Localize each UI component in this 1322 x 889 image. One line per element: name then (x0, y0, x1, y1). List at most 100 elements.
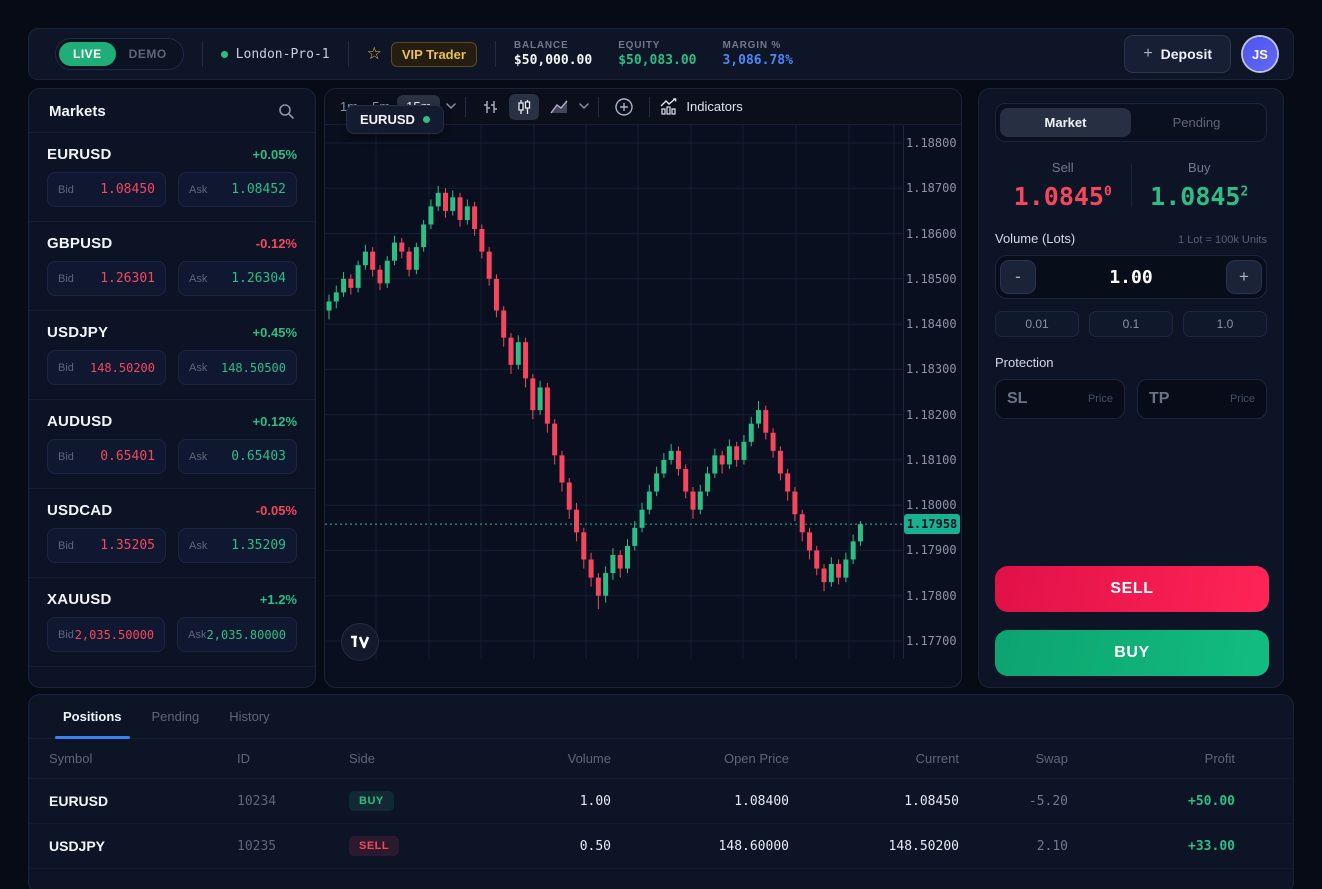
ask-label: Ask (189, 272, 208, 285)
quote-row: Bid 1.26301 Ask 1.26304 (47, 261, 297, 296)
demo-toggle[interactable]: DEMO (128, 47, 167, 61)
volume-label: Volume (Lots) (995, 231, 1076, 246)
tab-pending[interactable]: Pending (1172, 115, 1221, 130)
price-tick: 1.17800 (906, 588, 957, 603)
tab-market[interactable]: Market (1000, 108, 1131, 137)
take-profit-input[interactable]: TP Price (1137, 379, 1267, 419)
ask-label: Ask (189, 539, 208, 552)
volume-decrease-button[interactable]: - (1000, 260, 1036, 294)
chevron-down-icon[interactable] (446, 103, 457, 110)
market-change: +0.05% (252, 147, 297, 162)
plus-icon: + (1143, 45, 1153, 62)
tab-positions[interactable]: Positions (51, 695, 134, 739)
market-item-header: USDJPY +0.45% (47, 324, 297, 341)
area-chart-type-icon[interactable] (543, 95, 575, 119)
bid-button[interactable]: Bid 148.50200 (47, 350, 166, 385)
volume-row: Volume (Lots) 1 Lot = 100k Units (995, 231, 1267, 246)
bid-value: 1.26301 (100, 271, 155, 286)
position-side: BUY (349, 791, 489, 811)
tab-pending-orders[interactable]: Pending (151, 709, 200, 724)
position-swap: 2.10 (1036, 838, 1068, 854)
bid-button[interactable]: Bid 1.35205 (47, 528, 166, 563)
candles-chart-type-icon[interactable] (509, 93, 540, 120)
stop-loss-input[interactable]: SL Price (995, 379, 1125, 419)
sell-button[interactable]: SELL (995, 566, 1269, 612)
account-mode-toggle[interactable]: LIVE DEMO (55, 38, 184, 70)
ask-button[interactable]: Ask 1.08452 (178, 172, 297, 207)
position-volume: 1.00 (579, 793, 611, 809)
market-item-xauusd[interactable]: XAUUSD +1.2% Bid 2,035.50000 Ask 2,035.80000 (29, 578, 315, 667)
chevron-down-icon[interactable] (579, 103, 590, 110)
chart-plot-area[interactable]: 1.18800 1.18700 1.18600 1.18500 1.18400 1.183… (325, 125, 961, 661)
quote-row: Bid 1.08450 Ask 1.08452 (47, 172, 297, 207)
live-toggle[interactable]: LIVE (59, 42, 116, 66)
indicators-button[interactable]: Indicators (659, 98, 743, 115)
divider (649, 96, 651, 117)
buy-label: Buy (1188, 160, 1211, 175)
col-header-open-price: Open Price (723, 751, 789, 766)
ask-value: 1.08452 (231, 182, 286, 197)
volume-increase-button[interactable]: + (1226, 260, 1262, 294)
ask-button[interactable]: Ask 148.50500 (178, 350, 297, 385)
deposit-button[interactable]: + Deposit (1124, 35, 1231, 73)
bid-button[interactable]: Bid 1.26301 (47, 261, 166, 296)
position-row-eurusd[interactable]: EURUSD 10234 BUY 1.00 1.08400 1.08450 -5.20 +50… (29, 779, 1293, 824)
market-item-audusd[interactable]: AUDUSD +0.12% Bid 0.65401 Ask 0.65403 (29, 400, 315, 489)
market-item-eurusd[interactable]: EURUSD +0.05% Bid 1.08450 Ask 1.08452 (29, 133, 315, 222)
buy-button[interactable]: BUY (995, 630, 1269, 676)
ask-button[interactable]: Ask 2,035.80000 (177, 617, 297, 652)
bid-label: Bid (58, 628, 74, 641)
market-item-header: AUDUSD +0.12% (47, 413, 297, 430)
divider (201, 41, 203, 67)
preset-0.01-button[interactable]: 0.01 (995, 311, 1079, 337)
search-icon[interactable] (278, 103, 295, 120)
ask-button[interactable]: Ask 1.26304 (178, 261, 297, 296)
market-item-gbpusd[interactable]: GBPUSD -0.12% Bid 1.26301 Ask 1.26304 (29, 222, 315, 311)
symbol-badge[interactable]: EURUSD (346, 105, 444, 134)
position-side: SELL (349, 836, 489, 856)
positions-table-body: EURUSD 10234 BUY 1.00 1.08400 1.08450 -5.20 +50… (29, 779, 1293, 869)
protection-label: Protection (995, 355, 1054, 370)
bid-button[interactable]: Bid 1.08450 (47, 172, 166, 207)
preset-1.0-button[interactable]: 1.0 (1183, 311, 1267, 337)
volume-stepper: - 1.00 + (995, 255, 1267, 299)
position-row-usdjpy[interactable]: USDJPY 10235 SELL 0.50 148.60000 148.50200 2.1… (29, 824, 1293, 869)
buy-quote[interactable]: Buy 1.08452 (1132, 160, 1268, 211)
ask-button[interactable]: Ask 1.35209 (178, 528, 297, 563)
quote-row: Bid 148.50200 Ask 148.50500 (47, 350, 297, 385)
positions-tabs: Positions Pending History (29, 695, 1293, 739)
market-item-header: GBPUSD -0.12% (47, 235, 297, 252)
bid-value: 148.50200 (89, 360, 155, 375)
indicators-icon (660, 98, 677, 115)
position-profit: +50.00 (1188, 793, 1235, 809)
equity-stat: EQUITY $50,083.00 (618, 40, 696, 68)
bars-chart-type-icon[interactable] (475, 94, 505, 120)
current-price-badge: 1.17958 (904, 514, 960, 535)
add-symbol-icon[interactable] (608, 93, 640, 121)
tab-history[interactable]: History (229, 709, 270, 724)
price-tick: 1.18000 (906, 498, 957, 513)
live-dot-icon (422, 116, 430, 123)
ask-button[interactable]: Ask 0.65403 (178, 439, 297, 474)
position-id: 10235 (237, 838, 277, 854)
order-type-tabs: Market Pending (995, 103, 1267, 142)
quote-row: Bid 0.65401 Ask 0.65403 (47, 439, 297, 474)
sell-quote[interactable]: Sell 1.08450 (995, 160, 1131, 211)
preset-0.1-button[interactable]: 0.1 (1089, 311, 1173, 337)
market-item-usdjpy[interactable]: USDJPY +0.45% Bid 148.50200 Ask 148.50500 (29, 311, 315, 400)
markets-title: Markets (49, 103, 106, 120)
col-header-symbol: Symbol (49, 751, 93, 766)
tradingview-logo (341, 623, 379, 661)
bid-button[interactable]: Bid 2,035.50000 (47, 617, 166, 652)
candlestick-canvas[interactable] (325, 125, 961, 659)
market-item-header: XAUUSD +1.2% (47, 591, 297, 608)
price-tick: 1.18200 (906, 407, 957, 422)
ask-label: Ask (189, 361, 208, 374)
bid-button[interactable]: Bid 0.65401 (47, 439, 166, 474)
bid-value: 1.35205 (100, 538, 155, 553)
sl-label: SL (1007, 390, 1028, 407)
side-badge: SELL (349, 836, 400, 856)
volume-input[interactable]: 1.00 (1109, 266, 1153, 288)
market-item-usdcad[interactable]: USDCAD -0.05% Bid 1.35205 Ask 1.35209 (29, 489, 315, 578)
avatar[interactable]: JS (1243, 37, 1277, 71)
